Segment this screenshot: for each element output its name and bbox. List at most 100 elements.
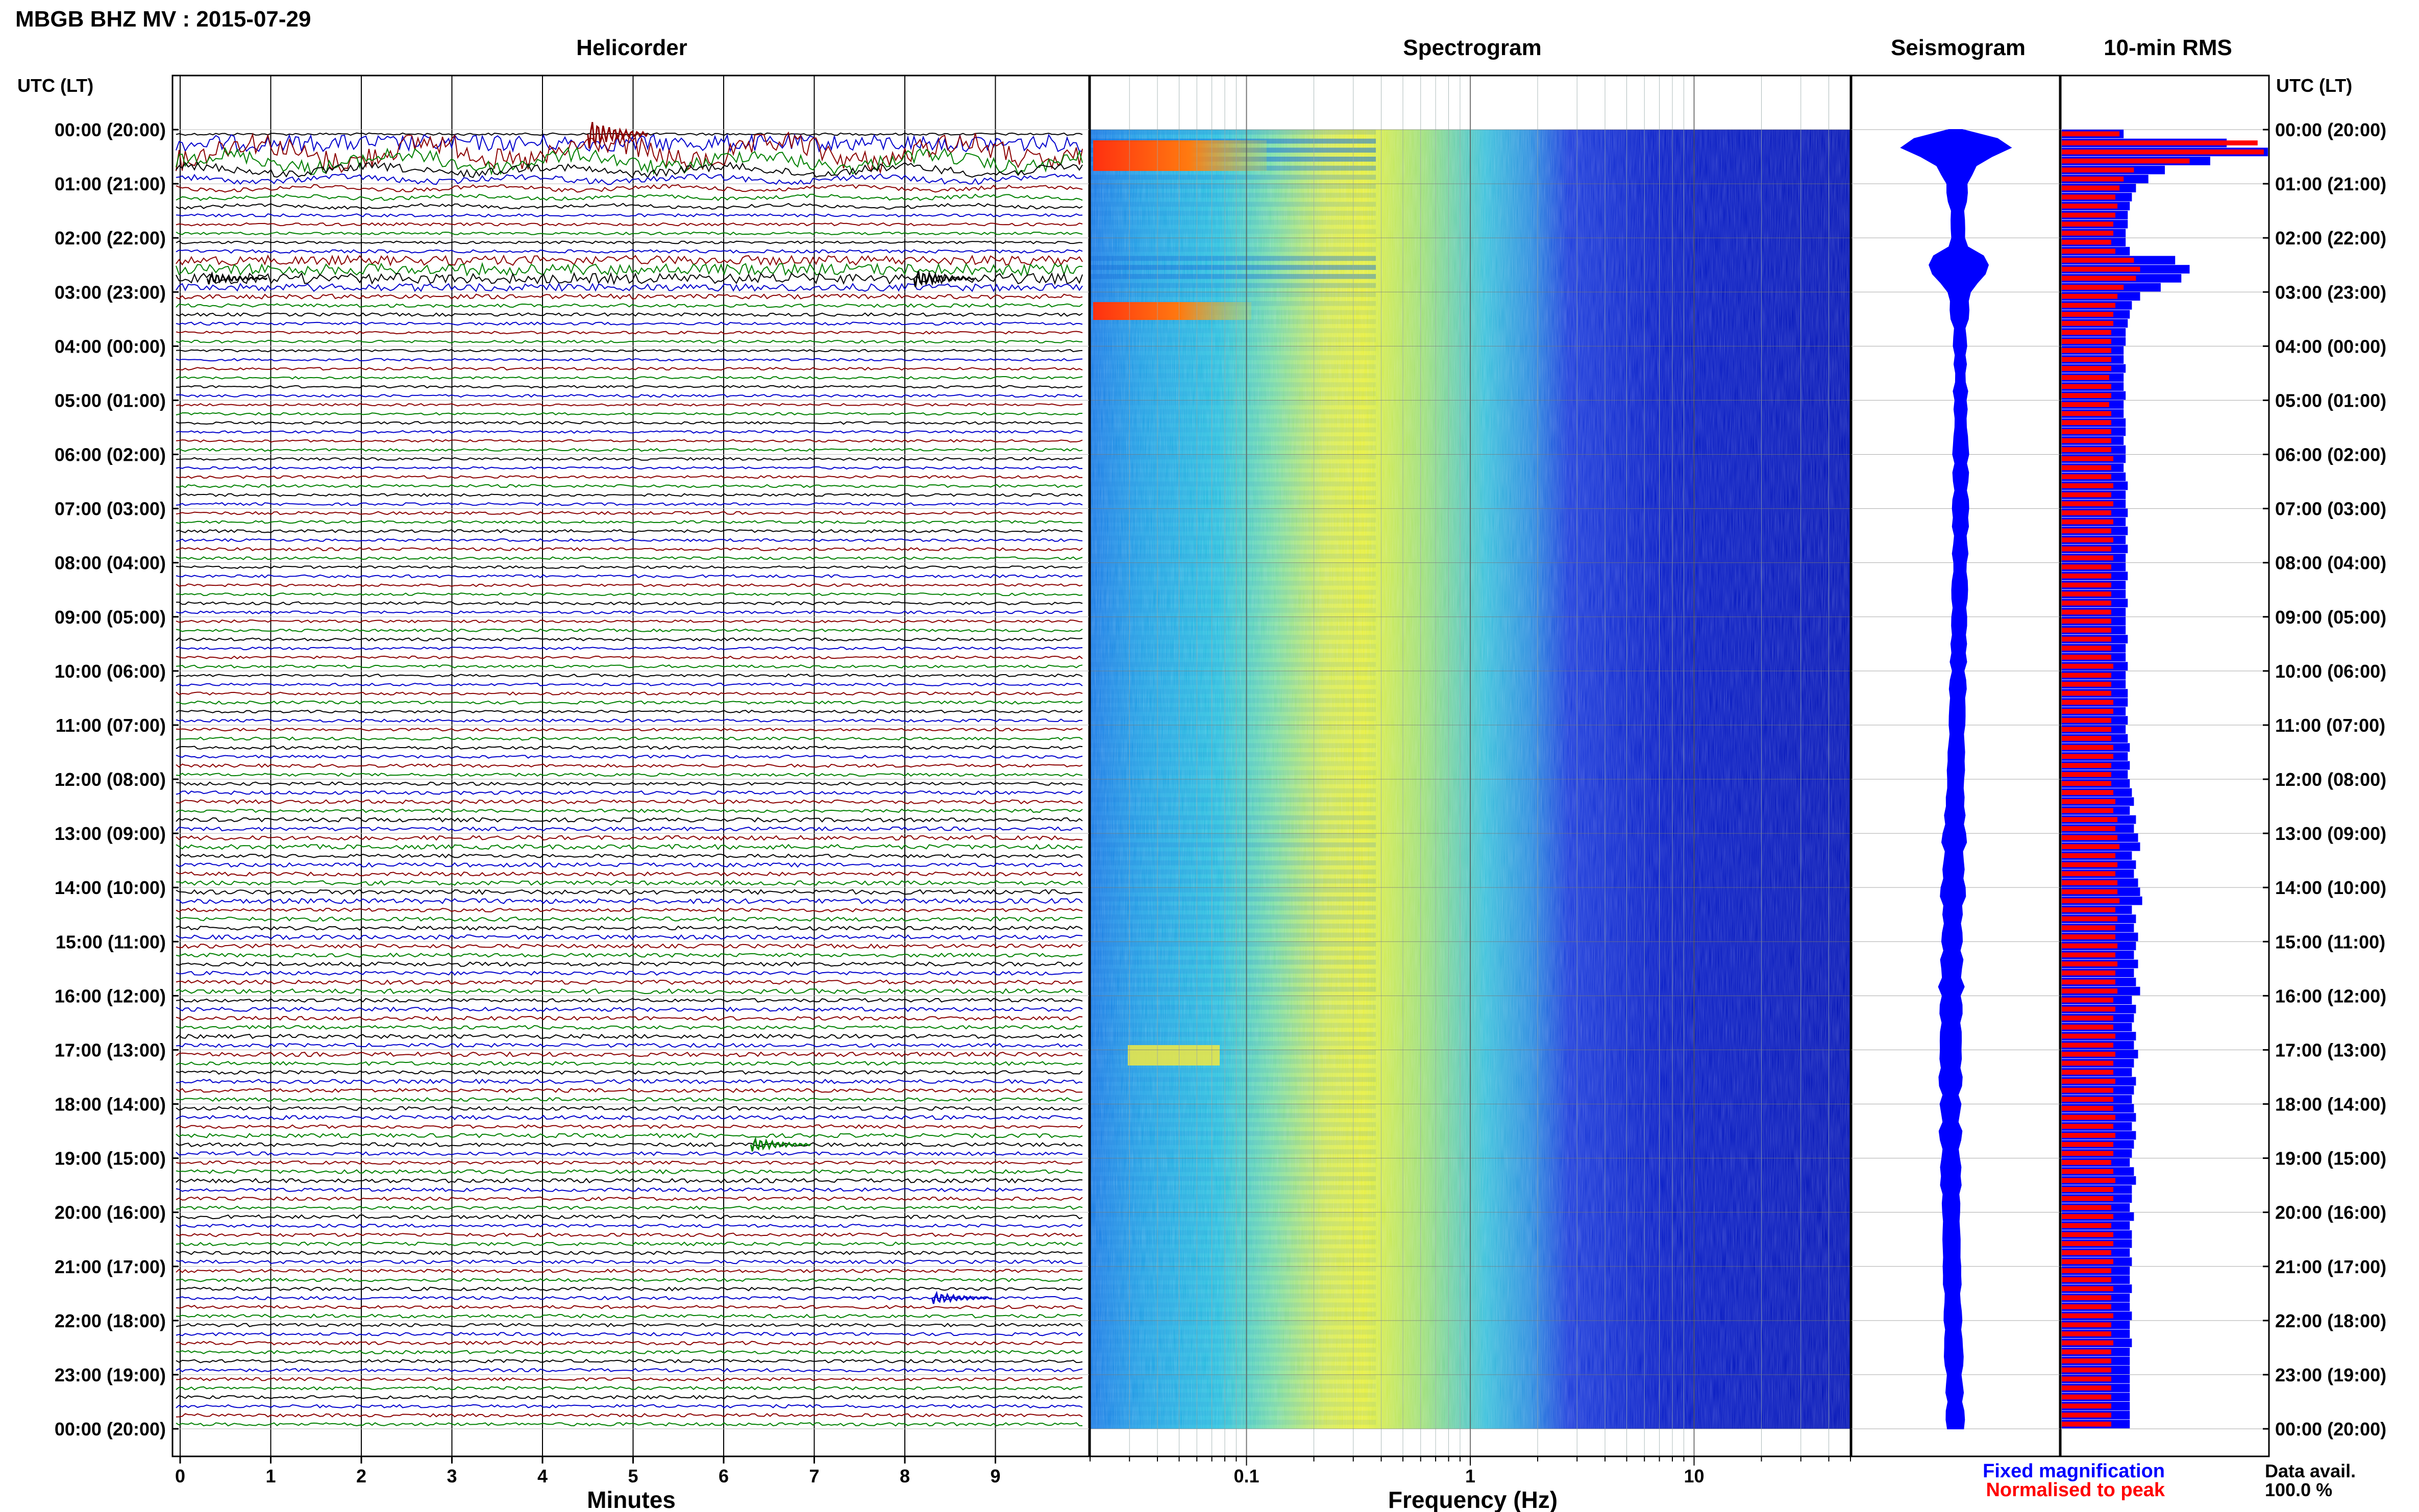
minutes-axis-label: Minutes: [587, 1486, 676, 1512]
spectrogram-row-137: [1090, 1366, 1376, 1371]
spectrogram-row-47: [1090, 554, 1376, 559]
helicorder-trace-row-64: [176, 709, 1083, 714]
frequency-tick-label-10: 10: [1684, 1466, 1704, 1486]
spectrogram-row-38: [1090, 472, 1376, 478]
helicorder-trace-row-126: [176, 1269, 1083, 1273]
time-tick-left-17: 17:00 (13:00): [55, 1039, 166, 1060]
helicorder-trace-row-132: [176, 1323, 1083, 1328]
helicorder-trace-row-34: [176, 439, 1083, 443]
spectrogram-row-26: [1090, 364, 1376, 369]
rms-bar-normalised-95: [2062, 988, 2118, 994]
spectrogram-row-16: [1090, 274, 1376, 279]
helicorder-panel: [171, 75, 1090, 1457]
helicorder-trace-row-115: [176, 1169, 1083, 1175]
helicorder-trace-row-127: [176, 1277, 1083, 1282]
spectrogram-row-9: [1090, 211, 1376, 216]
spectrogram-panel: [1089, 75, 1852, 1457]
helicorder-trace-row-3: [176, 146, 1083, 176]
helicorder-trace-row-75: [176, 808, 1083, 813]
rms-bar-normalised-83: [2062, 880, 2118, 885]
minutes-tick-label-3: 3: [447, 1466, 457, 1486]
helicorder-trace-row-57: [176, 646, 1083, 651]
spectrogram-row-62: [1090, 689, 1376, 694]
spectrogram-row-108: [1090, 1104, 1376, 1109]
rms-bar-normalised-51: [2062, 591, 2111, 597]
time-tick-left-14: 14:00 (10:00): [55, 877, 166, 898]
spectrogram-row-113: [1090, 1149, 1376, 1154]
spectrogram-burst-1700: [1128, 1045, 1220, 1065]
helicorder-trace-row-100: [176, 1033, 1083, 1039]
rms-bar-normalised-143: [2062, 1421, 2111, 1427]
spectrogram-row-44: [1090, 526, 1376, 532]
spectrogram-row-45: [1090, 535, 1376, 541]
spectrogram-row-36: [1090, 454, 1376, 460]
spectrogram-row-10: [1090, 219, 1376, 225]
spectrogram-row-104: [1090, 1068, 1376, 1073]
helicorder-trace-row-19: [176, 303, 1083, 308]
rms-bar-normalised-123: [2062, 1241, 2113, 1246]
rms-bar-normalised-39: [2062, 483, 2113, 488]
rms-bar-normalised-90: [2062, 943, 2118, 949]
rms-bar-normalised-22: [2062, 330, 2111, 335]
helicorder-trace-row-139: [176, 1386, 1083, 1391]
rms-bar-normalised-101: [2062, 1043, 2113, 1048]
helicorder-trace-row-110: [176, 1124, 1083, 1129]
legend-normalised-to-peak: Normalised to peak: [1986, 1479, 2165, 1501]
spectrogram-row-31: [1090, 409, 1376, 414]
spectrogram-row-75: [1090, 806, 1376, 811]
spectrogram-row-115: [1090, 1167, 1376, 1172]
frequency-axis-label: Frequency (Hz): [1388, 1486, 1558, 1512]
spectrogram-row-40: [1090, 490, 1376, 495]
rms-bar-normalised-98: [2062, 1015, 2113, 1021]
rms-bar-normalised-122: [2062, 1232, 2113, 1237]
helicorder-trace-row-105: [176, 1078, 1083, 1084]
minutes-tick-label-6: 6: [719, 1466, 729, 1486]
rms-bar-normalised-114: [2062, 1160, 2111, 1165]
helicorder-trace-row-28: [176, 385, 1083, 389]
time-tick-right-15: 15:00 (11:00): [2275, 931, 2385, 952]
helicorder-trace-row-101: [176, 1043, 1083, 1048]
helicorder-trace-row-114: [176, 1160, 1083, 1165]
helicorder-trace-row-62: [176, 691, 1083, 696]
helicorder-trace-row-73: [176, 790, 1083, 796]
helicorder-trace-row-128: [176, 1286, 1083, 1292]
helicorder-trace-row-54: [176, 619, 1083, 624]
time-tick-right-4: 04:00 (00:00): [2275, 336, 2386, 357]
minutes-tick-label-4: 4: [537, 1466, 548, 1486]
helicorder-event-3: [750, 1136, 811, 1152]
time-tick-left-15: 15:00 (11:00): [56, 931, 166, 952]
helicorder-trace-row-8: [176, 203, 1083, 210]
helicorder-trace-row-20: [176, 312, 1083, 317]
minutes-tick-label-1: 1: [265, 1466, 276, 1486]
rms-bar-normalised-93: [2062, 970, 2115, 976]
spectrogram-row-23: [1090, 337, 1376, 342]
rms-bar-normalised-61: [2062, 682, 2111, 687]
spectrogram-row-112: [1090, 1140, 1376, 1145]
spectrogram-row-80: [1090, 851, 1376, 857]
helicorder-trace-row-23: [176, 339, 1083, 344]
helicorder-trace-row-69: [176, 754, 1083, 759]
helicorder-trace-row-10: [176, 222, 1083, 227]
helicorder-trace-row-112: [176, 1142, 1083, 1147]
rms-bar-normalised-5: [2062, 176, 2124, 182]
utc-lt-right-label: UTC (LT): [2276, 75, 2352, 96]
spectrogram-row-25: [1090, 355, 1376, 360]
time-tick-right-13: 13:00 (09:00): [2275, 823, 2386, 844]
helicorder-trace-row-59: [176, 664, 1083, 668]
helicorder-trace-row-27: [176, 376, 1083, 380]
rms-bar-normalised-142: [2062, 1412, 2111, 1418]
helicorder-trace-row-103: [176, 1061, 1083, 1067]
helicorder-trace-row-87: [176, 916, 1083, 922]
time-tick-right-6: 06:00 (02:00): [2275, 444, 2386, 465]
helicorder-trace-row-134: [176, 1341, 1082, 1346]
helicorder-trace-row-116: [176, 1178, 1083, 1184]
time-tick-right-16: 16:00 (12:00): [2275, 985, 2386, 1006]
time-tick-right-21: 21:00 (17:00): [2275, 1256, 2386, 1277]
spectrogram-row-0: [1090, 130, 1376, 135]
rms-bar-normalised-1: [2062, 140, 2258, 145]
time-tick-right-5: 05:00 (01:00): [2275, 390, 2386, 411]
helicorder-trace-row-102: [176, 1051, 1083, 1057]
spectrogram-row-107: [1090, 1095, 1376, 1100]
minutes-tick-label-0: 0: [175, 1466, 185, 1486]
frequency-tick-label-1: 1: [1465, 1466, 1475, 1486]
